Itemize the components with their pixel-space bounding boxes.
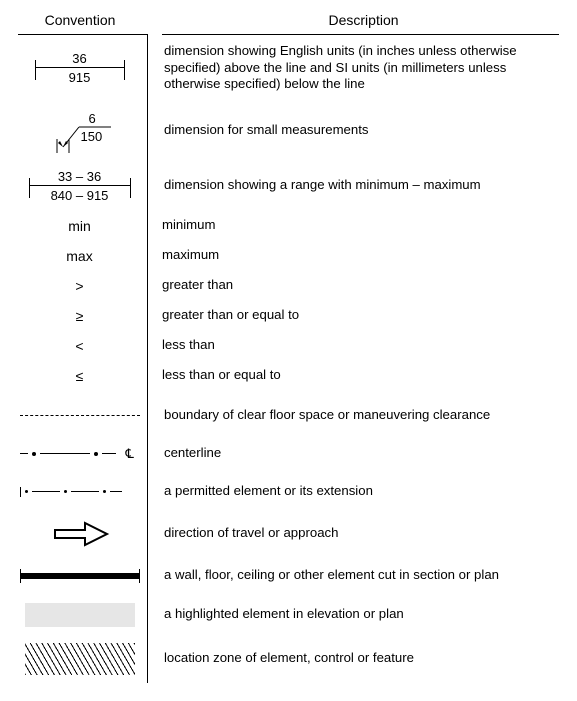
convention-lt: < bbox=[18, 331, 148, 361]
convention-table: Convention Description 36 915 dimension … bbox=[18, 12, 559, 683]
desc-gt: greater than bbox=[162, 271, 559, 301]
convention-ge: ≥ bbox=[18, 301, 148, 331]
dim1-bot: 915 bbox=[69, 69, 91, 85]
centerline-icon: ℄ bbox=[20, 446, 140, 462]
convention-arrow bbox=[18, 511, 148, 557]
desc-permitted: a permitted element or its extension bbox=[162, 473, 559, 511]
desc-centerline: centerline bbox=[162, 435, 559, 473]
header-description: Description bbox=[162, 12, 559, 35]
convention-wall bbox=[18, 557, 148, 595]
dim3-bot: 840 – 915 bbox=[51, 187, 109, 203]
desc-ge: greater than or equal to bbox=[162, 301, 559, 331]
boundary-line-icon bbox=[20, 415, 140, 417]
desc-wall: a wall, floor, ceiling or other element … bbox=[162, 557, 559, 595]
desc-dimension: dimension showing English units (in inch… bbox=[162, 35, 559, 101]
highlight-box-icon bbox=[25, 603, 135, 627]
convention-hatch bbox=[18, 635, 148, 683]
convention-gt: > bbox=[18, 271, 148, 301]
convention-permitted bbox=[18, 473, 148, 511]
dim3-top: 33 – 36 bbox=[58, 169, 101, 185]
desc-max: maximum bbox=[162, 241, 559, 271]
convention-boundary bbox=[18, 397, 148, 435]
permitted-line-icon bbox=[20, 487, 140, 497]
desc-highlight: a highlighted element in elevation or pl… bbox=[162, 595, 559, 635]
convention-dimension: 36 915 bbox=[18, 35, 148, 101]
convention-min: min bbox=[18, 211, 148, 241]
desc-lt: less than bbox=[162, 331, 559, 361]
desc-small-dimension: dimension for small measurements bbox=[162, 101, 559, 161]
desc-range-dimension: dimension showing a range with minimum –… bbox=[162, 161, 559, 211]
centerline-symbol: ℄ bbox=[126, 446, 134, 462]
desc-min: minimum bbox=[162, 211, 559, 241]
convention-small-dimension: 6 150 bbox=[18, 101, 148, 161]
arrow-icon bbox=[45, 519, 115, 549]
header-convention: Convention bbox=[18, 12, 148, 35]
convention-highlight bbox=[18, 595, 148, 635]
desc-le: less than or equal to bbox=[162, 361, 559, 397]
hatch-box-icon bbox=[25, 643, 135, 675]
desc-hatch: location zone of element, control or fea… bbox=[162, 635, 559, 683]
dim2-top: 6 bbox=[89, 111, 96, 126]
convention-le: ≤ bbox=[18, 361, 148, 397]
convention-centerline: ℄ bbox=[18, 435, 148, 473]
wall-section-icon bbox=[20, 569, 140, 583]
desc-boundary: boundary of clear floor space or maneuve… bbox=[162, 397, 559, 435]
dim2-bot: 150 bbox=[81, 129, 103, 144]
dim1-top: 36 bbox=[72, 51, 86, 67]
convention-max: max bbox=[18, 241, 148, 271]
desc-arrow: direction of travel or approach bbox=[162, 511, 559, 557]
convention-range-dimension: 33 – 36 840 – 915 bbox=[18, 161, 148, 211]
